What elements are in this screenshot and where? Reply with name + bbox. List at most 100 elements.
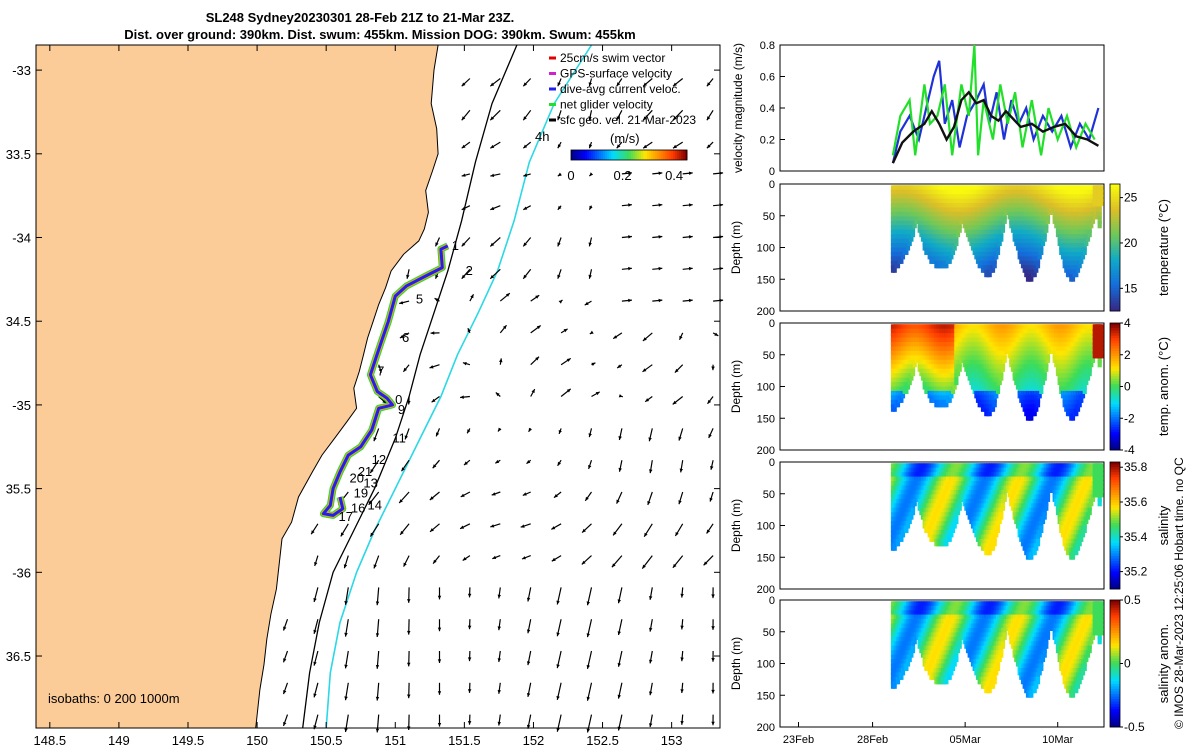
velocity-arrow-head bbox=[616, 82, 621, 87]
section-profile-cell bbox=[1039, 243, 1044, 251]
velocity-arrow-head bbox=[344, 601, 348, 605]
colorbar-cell bbox=[607, 150, 610, 160]
velocity-arrow-head bbox=[616, 144, 621, 149]
section-colorbar-cell bbox=[1110, 283, 1120, 286]
velocity-arrow-head bbox=[557, 242, 561, 247]
velocity-arrow-head bbox=[554, 494, 558, 498]
section-profile-cell bbox=[1075, 265, 1081, 273]
section-profile-cell bbox=[1090, 216, 1096, 224]
section-colorbar-cell bbox=[1110, 432, 1120, 436]
velocity-arrow-head bbox=[460, 525, 465, 529]
colorbar-cell bbox=[615, 150, 618, 160]
section-colorbar-cell bbox=[1110, 340, 1120, 344]
section-profile-cell bbox=[992, 256, 997, 264]
velocity-arrow-head bbox=[618, 467, 622, 472]
section-profile-cell bbox=[987, 408, 992, 417]
section-profile-cell bbox=[999, 368, 1004, 377]
day-label: 21 bbox=[358, 464, 372, 479]
section-colorbar-cell bbox=[1110, 401, 1120, 405]
colorbar-cell bbox=[609, 150, 612, 160]
velocity-arrow-head bbox=[461, 274, 466, 279]
velocity-arrow-head bbox=[313, 629, 317, 634]
section-profile-cell bbox=[990, 404, 996, 412]
velocity-arrow-head bbox=[399, 301, 404, 305]
velocity-arrow-head bbox=[526, 629, 531, 634]
section-colorbar-cell bbox=[1110, 427, 1120, 431]
section-profile-cell bbox=[907, 238, 912, 247]
map-ytick-label: -35 bbox=[12, 398, 31, 413]
velocity-arrow-head bbox=[522, 556, 526, 560]
day-label: 2 bbox=[466, 263, 473, 278]
velocity-ytick-label: 0.4 bbox=[760, 103, 775, 115]
velocity-arrow-head bbox=[344, 696, 348, 701]
map-ytick-label: -34 bbox=[12, 231, 31, 246]
section-profile-cell bbox=[1002, 355, 1007, 363]
velocity-arrow-head bbox=[467, 625, 472, 630]
section-colorbar-cell bbox=[1110, 303, 1120, 307]
velocity-arrow-head bbox=[313, 598, 317, 602]
section-profile-cell bbox=[1082, 382, 1087, 390]
section-profile-cell bbox=[999, 234, 1004, 242]
velocity-arrow-head bbox=[528, 427, 532, 432]
velocity-arrow-head bbox=[370, 532, 374, 537]
section-ylabel: Depth (m) bbox=[730, 221, 743, 274]
velocity-arrow-head bbox=[407, 630, 411, 635]
velocity-arrow-head bbox=[526, 693, 531, 697]
section-profile-cell bbox=[909, 373, 914, 381]
velocity-arrow-head bbox=[584, 301, 589, 306]
section-colorbar-cell bbox=[1110, 373, 1120, 377]
section-profile-cell bbox=[910, 368, 916, 377]
section-profile-cell bbox=[994, 390, 999, 399]
colorbar-cell bbox=[639, 150, 642, 160]
velocity-arrow-head bbox=[586, 665, 590, 669]
velocity-arrow-head bbox=[658, 203, 663, 207]
section-profile-cell bbox=[995, 382, 1001, 390]
velocity-arrow-head bbox=[557, 172, 562, 177]
velocity-arrow-head bbox=[645, 398, 650, 402]
velocity-arrow-head bbox=[563, 328, 568, 333]
velocity-series-line bbox=[891, 90, 1099, 164]
section-profile-cell bbox=[912, 498, 917, 507]
velocity-arrow-head bbox=[589, 172, 594, 177]
map-ytick-label: 34.5 bbox=[6, 314, 31, 329]
colorbar-cell bbox=[605, 150, 608, 160]
velocity-ytick-label: 0.2 bbox=[760, 135, 775, 147]
section-profile-cell bbox=[900, 251, 906, 260]
day-label: 19 bbox=[354, 486, 368, 501]
section-colorbar-cell bbox=[1110, 250, 1120, 253]
velocity-panel-frame bbox=[779, 44, 1105, 172]
section-profile-cell bbox=[1090, 355, 1096, 363]
velocity-arrow-head bbox=[557, 205, 562, 210]
velocity-arrow-head bbox=[429, 365, 434, 369]
colorbar-cell bbox=[653, 150, 656, 160]
velocity-arrow-head bbox=[467, 328, 471, 333]
glider-track bbox=[321, 244, 449, 517]
section-profile-cell bbox=[1070, 274, 1076, 282]
section-profile-cell bbox=[1097, 203, 1102, 211]
legend-4h-label: 4h bbox=[535, 129, 549, 144]
section-profile-cell bbox=[1000, 359, 1006, 368]
velocity-arrow-head bbox=[431, 398, 436, 403]
map-xtick-label: 151 bbox=[384, 733, 406, 748]
section-colorbar-cell bbox=[1110, 262, 1120, 266]
section-profile-cell bbox=[1032, 269, 1037, 278]
velocity-arrow-head bbox=[589, 330, 594, 334]
section-profile-cell bbox=[1099, 324, 1104, 332]
section-profile-cell bbox=[997, 377, 1002, 386]
section-colorbar-cell bbox=[1110, 333, 1120, 337]
section-profile-cell bbox=[1044, 364, 1049, 372]
section-profile-cell bbox=[1085, 234, 1091, 242]
velocity-arrow-head bbox=[470, 294, 474, 299]
legend-entry: 25cm/s swim vector bbox=[560, 51, 665, 65]
section-profile-cell bbox=[1082, 247, 1087, 255]
map-xtick-label: 149.5 bbox=[172, 733, 205, 748]
section-profile-cell bbox=[949, 251, 954, 260]
colorbar-cell bbox=[577, 150, 580, 160]
velocity-arrow-head bbox=[628, 235, 632, 239]
section-profile-cell bbox=[1045, 216, 1051, 224]
velocity-arrow-head bbox=[658, 171, 663, 175]
velocity-arrow-head bbox=[643, 82, 647, 87]
section-profile-cell bbox=[1085, 373, 1091, 381]
